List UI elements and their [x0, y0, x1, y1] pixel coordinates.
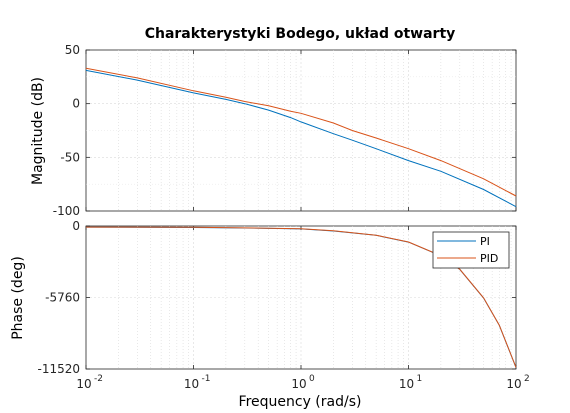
x-tick-label: 10	[76, 377, 91, 391]
x-tick-exponent: 2	[524, 374, 530, 384]
magnitude-y-tick-label: -50	[60, 150, 80, 164]
x-axis-label: Frequency (rad/s)	[239, 394, 362, 410]
x-tick-label: 10	[399, 377, 414, 391]
legend: PI PID	[432, 231, 510, 269]
legend-box	[432, 231, 510, 269]
magnitude-y-tick-label: 50	[65, 43, 80, 57]
phase-plot: 0 -5760 -11520 Phase (deg) PI PID	[10, 219, 517, 376]
phase-y-label: Phase (deg)	[10, 256, 26, 340]
phase-line-pid	[85, 226, 517, 368]
phase-series	[85, 226, 517, 368]
legend-label-pi: PI	[480, 235, 490, 248]
phase-y-tick-label: 0	[72, 219, 80, 233]
magnitude-y-tick-label: -100	[53, 204, 80, 218]
frequency-x-ticks: 10 -2 10 -1 10 0 10 1 10 2	[76, 374, 529, 391]
x-tick-exponent: 0	[309, 374, 315, 384]
magnitude-y-tick-label: 0	[72, 97, 80, 111]
magnitude-series	[85, 67, 517, 208]
magnitude-line-pi	[85, 69, 517, 208]
magnitude-line-pid	[85, 67, 517, 197]
x-tick-label: 10	[291, 377, 306, 391]
phase-y-ticks: 0 -5760 -11520	[37, 219, 517, 376]
x-tick-exponent: -1	[202, 374, 211, 384]
magnitude-y-label: Magnitude (dB)	[30, 77, 46, 185]
phase-y-tick-label: -5760	[45, 291, 80, 305]
magnitude-y-ticks: 50 0 -50 -100	[53, 43, 517, 218]
magnitude-plot: 50 0 -50 -100 Magnitude (dB)	[30, 43, 517, 218]
magnitude-grid	[86, 50, 516, 211]
x-tick-exponent: -2	[94, 374, 103, 384]
phase-y-tick-label: -11520	[37, 362, 80, 376]
legend-label-pid: PID	[480, 252, 498, 265]
x-tick-exponent: 1	[417, 374, 423, 384]
x-tick-label: 10	[506, 377, 521, 391]
x-tick-label: 10	[184, 377, 199, 391]
chart-title: Charakterystyki Bodego, układ otwarty	[145, 26, 456, 42]
